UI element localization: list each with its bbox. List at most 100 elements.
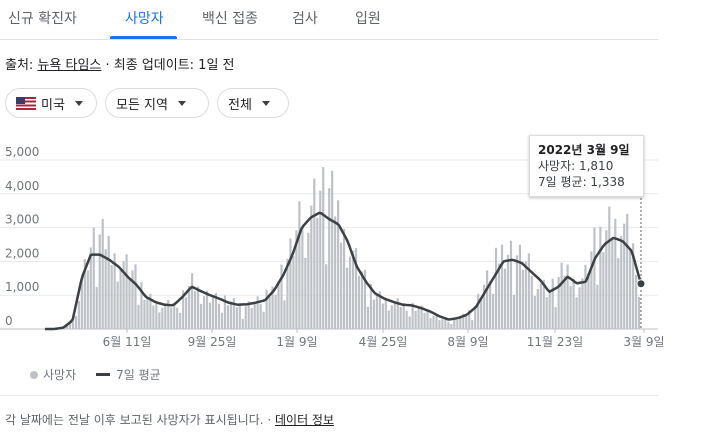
daily-deaths-bar xyxy=(98,234,101,329)
daily-deaths-bar xyxy=(259,304,262,329)
daily-deaths-bar xyxy=(256,296,259,329)
daily-deaths-bar xyxy=(71,320,74,329)
daily-deaths-bar xyxy=(244,306,247,329)
daily-deaths-bar xyxy=(158,312,161,329)
daily-deaths-bar xyxy=(384,299,387,329)
daily-deaths-bar xyxy=(65,324,69,329)
daily-deaths-bar xyxy=(500,244,504,329)
daily-deaths-bar xyxy=(122,261,125,329)
daily-deaths-bar xyxy=(432,315,435,329)
daily-deaths-bar xyxy=(223,295,226,329)
daily-deaths-bar xyxy=(372,299,375,329)
daily-deaths-bar xyxy=(331,170,334,329)
daily-deaths-bar xyxy=(119,269,122,329)
daily-deaths-bar xyxy=(155,302,158,329)
daily-deaths-bar xyxy=(170,307,173,329)
daily-deaths-bar xyxy=(101,218,104,329)
daily-deaths-bar xyxy=(250,308,253,329)
daily-deaths-bar xyxy=(152,305,155,329)
x-tick-label: 1월 9일 xyxy=(276,335,317,349)
daily-deaths-bar xyxy=(289,238,292,329)
daily-deaths-bar xyxy=(477,293,480,329)
y-tick-label: 4,000 xyxy=(5,179,39,193)
daily-deaths-bar xyxy=(202,296,206,329)
daily-deaths-bar xyxy=(536,288,539,329)
daily-deaths-bar xyxy=(188,286,191,329)
daily-deaths-bar xyxy=(512,294,516,329)
average-legend-label: 7일 평균 xyxy=(116,368,161,382)
us-flag-icon xyxy=(16,96,36,110)
daily-deaths-bar xyxy=(131,270,134,329)
daily-deaths-bar xyxy=(229,301,232,329)
daily-deaths-bar xyxy=(497,263,501,329)
daily-deaths-bar xyxy=(450,323,453,329)
x-tick-label: 11월 23일 xyxy=(527,335,583,349)
daily-deaths-bar xyxy=(435,314,438,329)
daily-deaths-bar xyxy=(340,242,343,329)
daily-deaths-bar xyxy=(343,228,346,329)
daily-deaths-bar xyxy=(307,232,310,329)
daily-deaths-bar xyxy=(295,230,298,329)
daily-deaths-bar xyxy=(363,269,367,329)
daily-deaths-bar xyxy=(83,259,86,329)
tab-hospitalization[interactable]: 입원 xyxy=(355,11,381,27)
country-filter[interactable]: 미국 xyxy=(5,88,97,118)
daily-deaths-bar xyxy=(298,201,301,329)
daily-deaths-bar xyxy=(474,305,477,329)
daily-deaths-bar xyxy=(313,178,316,329)
daily-deaths-bar xyxy=(623,223,626,329)
daily-deaths-bar xyxy=(417,308,420,329)
footer-note: 각 날짜에는 전날 이후 보고된 사망자가 표시됩니다. · 데이터 정보 xyxy=(5,411,334,428)
average-legend-swatch xyxy=(96,373,111,376)
daily-deaths-bar xyxy=(509,240,513,329)
daily-deaths-bar xyxy=(441,319,444,329)
daily-deaths-bar xyxy=(110,264,113,329)
daily-deaths-bar xyxy=(468,310,471,329)
daily-deaths-bar xyxy=(608,206,611,329)
tab-new-cases[interactable]: 신규 확진자 xyxy=(8,11,77,27)
daily-deaths-bar xyxy=(304,257,307,329)
daily-deaths-bar xyxy=(393,301,396,329)
daily-deaths-bar xyxy=(444,318,447,329)
y-tick-label: 0 xyxy=(5,314,13,328)
daily-deaths-bar xyxy=(521,269,524,329)
daily-deaths-bar xyxy=(125,254,128,329)
daily-deaths-bar xyxy=(471,320,474,329)
daily-deaths-bar xyxy=(599,226,602,329)
daily-deaths-bar xyxy=(241,318,244,329)
daily-deaths-bar xyxy=(596,284,599,329)
daily-deaths-bar xyxy=(265,289,268,329)
daily-deaths-bar xyxy=(220,312,223,329)
daily-deaths-bar xyxy=(405,310,408,329)
daily-deaths-bar xyxy=(328,188,331,329)
daily-deaths-bar xyxy=(283,300,286,329)
daily-deaths-bar xyxy=(369,284,372,329)
daily-deaths-bar xyxy=(593,227,596,329)
footer-divider xyxy=(0,395,658,396)
daily-deaths-bar xyxy=(214,293,218,329)
daily-deaths-bar xyxy=(354,248,358,329)
source-line: 출처: 뉴욕 타임스 · 최종 업데이트: 1일 전 xyxy=(5,54,235,73)
daily-deaths-bar xyxy=(456,320,459,329)
region-filter[interactable]: 모든 지역 xyxy=(105,88,209,118)
daily-deaths-bar xyxy=(560,262,563,329)
tab-vaccination[interactable]: 백신 접종 xyxy=(202,11,258,27)
daily-deaths-bar xyxy=(182,290,185,329)
y-tick-label: 5,000 xyxy=(5,145,39,159)
daily-deaths-bar xyxy=(137,304,140,329)
daily-deaths-bar xyxy=(134,264,137,329)
daily-deaths-bar xyxy=(390,305,393,329)
daily-deaths-bar xyxy=(292,255,295,329)
daily-deaths-bar xyxy=(232,298,235,329)
x-tick-label: 8월 9일 xyxy=(447,335,488,349)
tab-testing[interactable]: 검사 xyxy=(292,11,318,27)
daily-deaths-bar xyxy=(167,300,170,329)
daily-deaths-bar xyxy=(539,283,542,329)
source-suffix: · 최종 업데이트: 1일 전 xyxy=(101,58,235,73)
data-info-link[interactable]: 데이터 정보 xyxy=(275,413,335,427)
tab-deaths[interactable]: 사망자 xyxy=(125,11,164,27)
source-link[interactable]: 뉴욕 타임스 xyxy=(37,58,102,73)
daily-deaths-bar xyxy=(429,318,432,329)
scope-filter[interactable]: 전체 xyxy=(217,88,289,118)
daily-deaths-bar xyxy=(316,217,319,329)
